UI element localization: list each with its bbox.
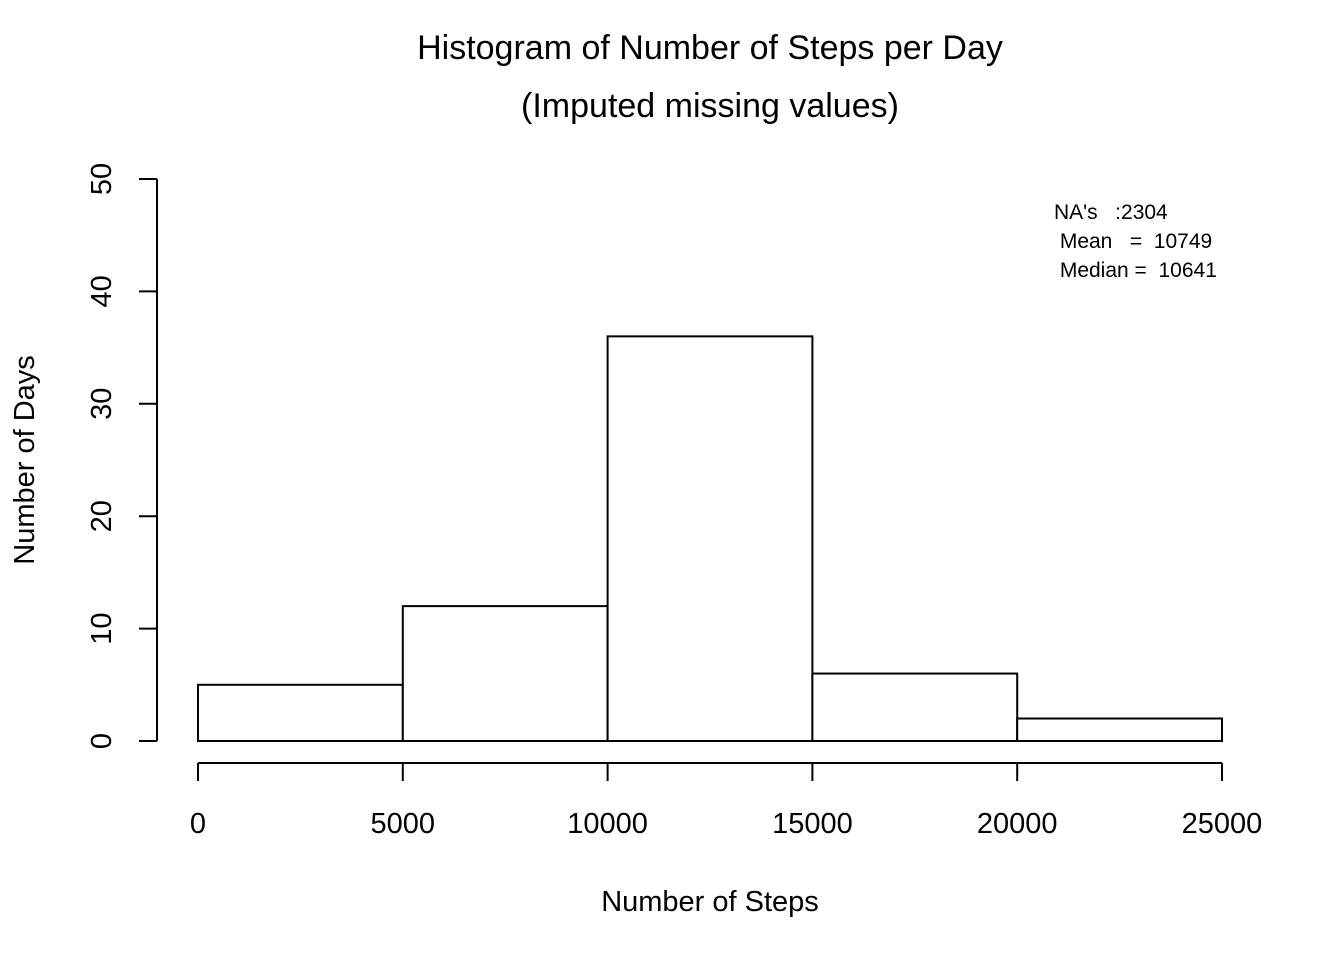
histogram-bar-0 bbox=[197, 683, 404, 742]
chart-title: Histogram of Number of Steps per Day bbox=[417, 29, 1003, 67]
histogram-bar-3 bbox=[811, 672, 1019, 742]
annotation-line-1: Mean = 10749 bbox=[1054, 230, 1212, 253]
y-tick-label-2: 20 bbox=[86, 500, 118, 532]
x-tick-label-1: 5000 bbox=[371, 808, 436, 840]
y-tick-label-3: 30 bbox=[86, 388, 118, 420]
y-tick-label-5: 50 bbox=[86, 163, 118, 195]
y-tick-label-0: 0 bbox=[86, 733, 118, 749]
x-tick-label-3: 15000 bbox=[772, 808, 853, 840]
x-tick-label-4: 20000 bbox=[977, 808, 1058, 840]
x-axis-label: Number of Steps bbox=[601, 886, 819, 918]
annotation-line-0: NA's :2304 bbox=[1054, 201, 1168, 224]
x-tick-label-2: 10000 bbox=[567, 808, 648, 840]
histogram-bar-1 bbox=[401, 605, 609, 742]
histogram-bar-2 bbox=[606, 335, 814, 742]
histogram-bar-4 bbox=[1016, 717, 1224, 743]
annotation-line-2: Median = 10641 bbox=[1054, 259, 1217, 282]
x-tick-label-5: 25000 bbox=[1182, 808, 1263, 840]
x-tick-label-0: 0 bbox=[190, 808, 206, 840]
x-axis: 0 5000 10000 15000 20000 25000 bbox=[190, 762, 1263, 840]
y-axis-label: Number of Days bbox=[9, 355, 41, 565]
y-tick-label-4: 40 bbox=[86, 275, 118, 307]
bars-group bbox=[197, 335, 1224, 743]
chart-subtitle: (Imputed missing values) bbox=[521, 87, 899, 125]
y-tick-label-1: 10 bbox=[86, 612, 118, 644]
y-axis: 0 10 20 30 40 50 bbox=[86, 163, 158, 749]
summary-annotations: NA's :2304 Mean = 10749 Median = 10641 bbox=[1054, 201, 1217, 282]
